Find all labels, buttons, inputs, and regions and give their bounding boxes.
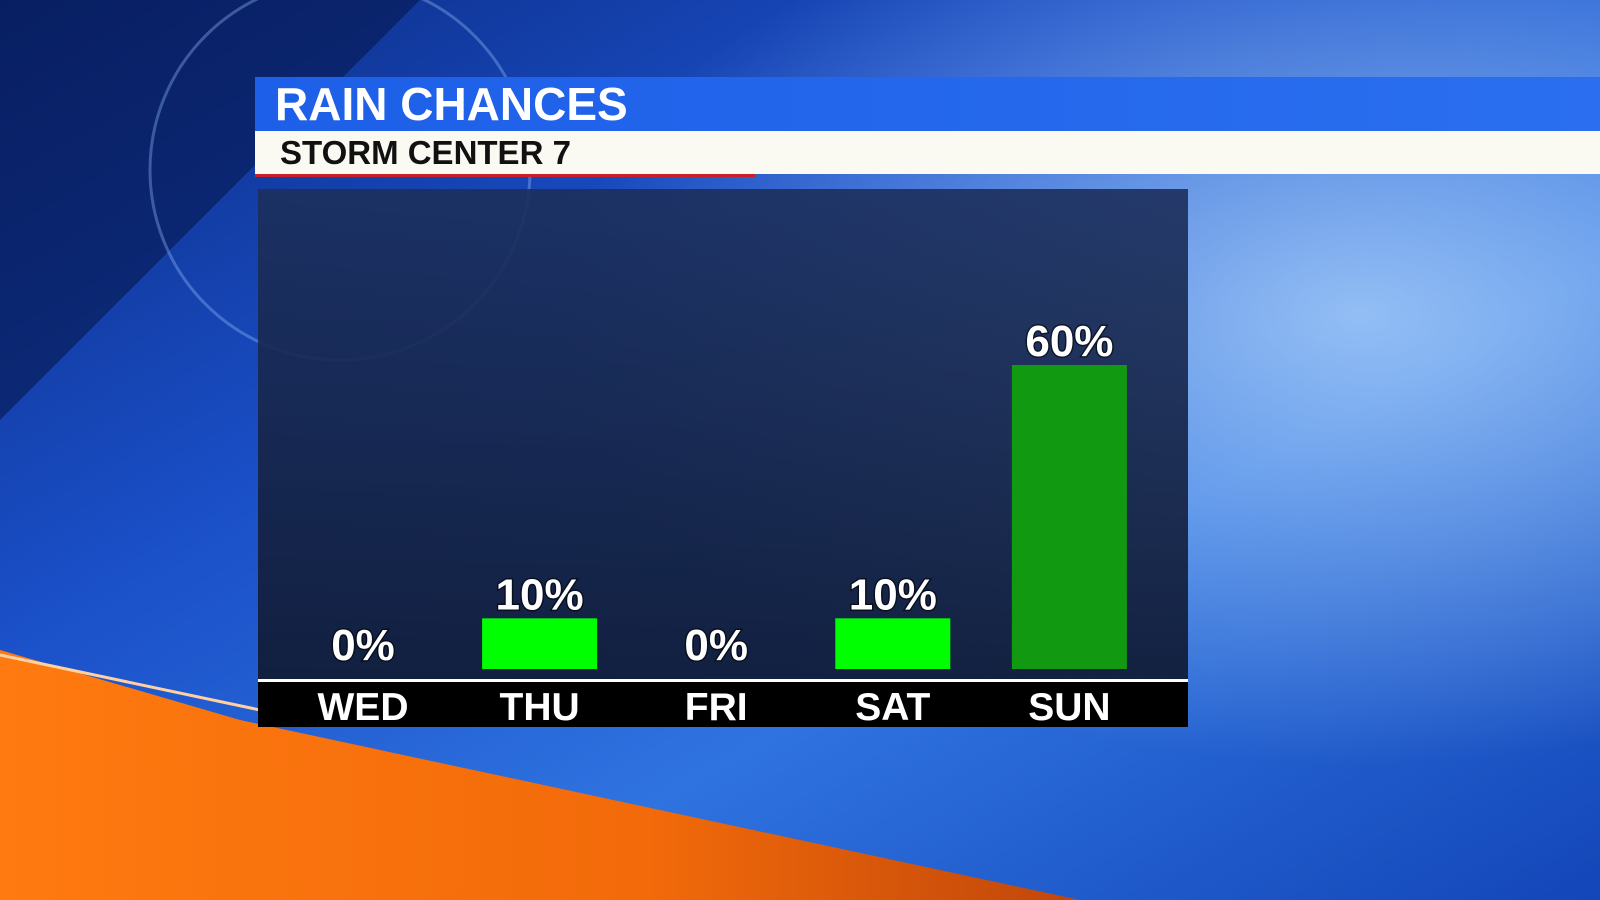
bar [482,618,598,669]
subtitle-band [255,131,1600,174]
bar [835,618,951,669]
subtitle-rule [255,174,755,177]
x-tick-label: THU [500,686,580,729]
chart-title: RAIN CHANCES [275,78,628,130]
value-label: 60% [1025,317,1113,366]
x-tick-label: SAT [855,686,930,729]
x-tick-label: WED [318,686,409,729]
orange-swoop [0,650,1080,900]
swoop-highlight [0,653,261,712]
value-label: 0% [684,621,748,670]
value-label: 10% [496,570,584,619]
x-tick-label: FRI [685,686,748,729]
chart-subtitle: STORM CENTER 7 [280,134,571,171]
value-label: 0% [331,621,395,670]
title-band [255,77,1600,131]
value-label: 10% [849,570,937,619]
bar [1011,365,1127,669]
category-band [258,682,1188,727]
baseline [258,679,1188,682]
x-tick-label: SUN [1028,686,1110,729]
